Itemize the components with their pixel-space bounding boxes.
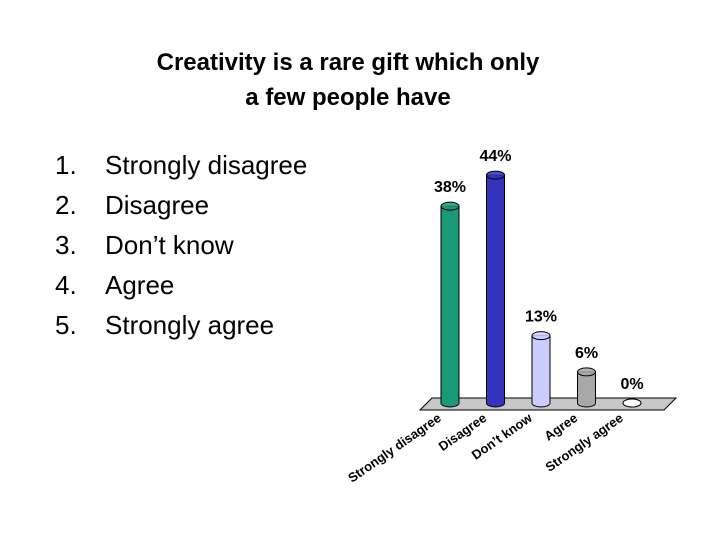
- bar-cover: [578, 402, 595, 404]
- bar-cover: [532, 402, 550, 404]
- list-text: Disagree: [105, 190, 210, 220]
- list-text: Agree: [105, 270, 175, 300]
- list-text: Strongly disagree: [105, 150, 308, 180]
- x-tick-label: Strongly agree: [543, 410, 626, 475]
- value-label: 38%: [434, 179, 466, 196]
- bar-top: [577, 367, 596, 377]
- value-label: 13%: [525, 309, 557, 326]
- list-number: 3.: [55, 230, 77, 260]
- list-number: 4.: [55, 270, 77, 300]
- value-label: 44%: [479, 148, 511, 165]
- value-label: 6%: [575, 345, 598, 362]
- bar-top: [531, 331, 551, 341]
- x-tick-label: Strongly disagree: [345, 410, 444, 485]
- x-tick-label: Agree: [541, 410, 580, 443]
- bar: [531, 335, 551, 404]
- bar-cover: [487, 402, 504, 404]
- bar-cover: [441, 402, 459, 404]
- list-number: 1.: [55, 150, 77, 180]
- bar-top: [440, 201, 460, 211]
- value-label: 0%: [620, 376, 643, 393]
- bar: [486, 174, 505, 404]
- list-number: 5.: [55, 310, 77, 340]
- list-text: Strongly agree: [105, 310, 275, 340]
- bar-top: [622, 398, 642, 408]
- list-number: 2.: [55, 190, 77, 220]
- bar-top: [486, 170, 505, 180]
- bar: [577, 371, 596, 404]
- list-text: Don’t know: [105, 230, 234, 260]
- slide-title: Creativity is a rare gift which only a f…: [156, 49, 540, 111]
- bar: [440, 205, 460, 404]
